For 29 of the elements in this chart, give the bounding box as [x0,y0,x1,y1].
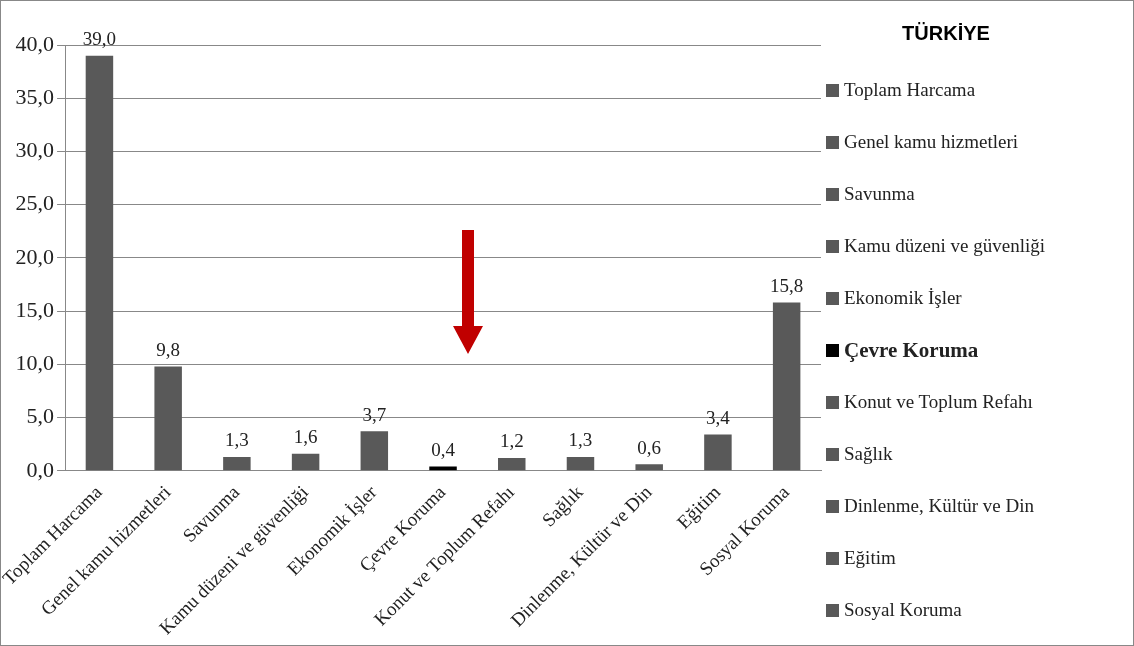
data-label: 1,2 [499,430,524,452]
category-label: Ekonomik İşler [844,287,962,308]
data-label: 1,3 [568,429,593,451]
category-label: Çevre Koruma [844,337,979,362]
data-label: 15,8 [770,275,804,297]
category-label: Kamu düzeni ve güvenliği [844,235,1046,256]
data-label: 1,3 [225,429,249,451]
y-tick-label: 25,0 [15,190,55,216]
data-label: 3,7 [362,403,387,425]
y-tick-label: 30,0 [15,137,55,163]
y-tick-label: 20,0 [15,243,55,269]
category-label: Toplam Harcama [844,79,976,100]
data-label: 0,6 [637,436,662,458]
y-tick-label: 10,0 [15,350,55,376]
text: TÜRKİYE [901,21,991,46]
category-label: Savunma [844,183,915,204]
data-label: 3,4 [706,407,731,429]
y-tick-label: 0,0 [26,456,55,482]
y-tick-label: 35,0 [15,84,55,109]
data-label: 0,4 [431,438,456,460]
data-label: 9,8 [156,338,181,360]
data-label: 39,0 [82,28,117,50]
category-label: Konut ve Toplum Refahı [844,391,1033,412]
y-tick-label: 40,0 [15,30,55,56]
category-label: Genel kamu hizmetleri [844,131,1019,152]
category-label: Sağlık [844,443,893,464]
y-tick-label: 15,0 [15,296,55,322]
data-label: 1,6 [293,426,318,448]
y-tick-label: 5,0 [26,403,55,429]
